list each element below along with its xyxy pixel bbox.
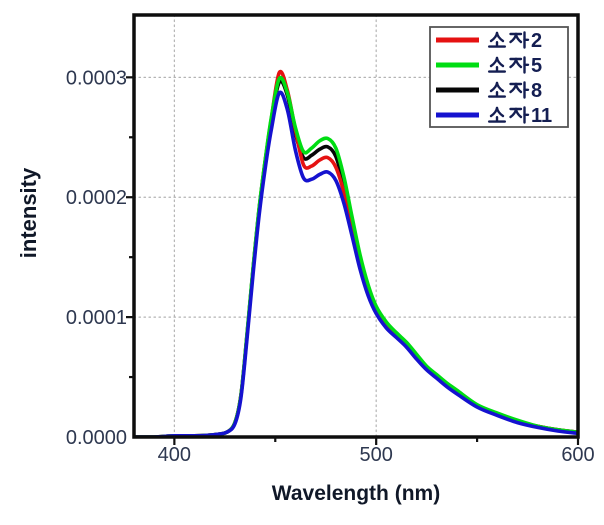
y-axis-title: intensity [16, 167, 41, 258]
legend-label-number: 11 [531, 105, 552, 127]
y-tick-label: 0.0002 [66, 187, 127, 209]
x-tick-label: 400 [158, 444, 191, 466]
legend-label-number: 8 [531, 80, 542, 102]
legend-hangul-glyph [488, 81, 506, 98]
series-layer [134, 69, 578, 437]
legend-hangul-glyph [509, 106, 530, 124]
tick-layer [126, 76, 580, 445]
legend-label-number: 5 [531, 55, 542, 77]
legend-item-2: 2 [436, 30, 542, 52]
y-tick-label: 0.0001 [66, 307, 127, 329]
y-tick-label: 0.0003 [66, 67, 127, 89]
x-tick-label: 500 [359, 444, 392, 466]
x-axis-title: Wavelength (nm) [272, 482, 440, 505]
legend-hangul-glyph [509, 56, 530, 74]
x-tick-label: 600 [561, 444, 594, 466]
plot-frame [132, 13, 580, 439]
legend-hangul-glyph [488, 31, 506, 48]
legend-item-5: 5 [436, 55, 542, 77]
tick-label-layer: 400 500 600 0.0000 0.0001 0.0002 0.0003 [66, 67, 595, 466]
legend-hangul-glyph [488, 56, 506, 73]
legend-hangul-glyph [509, 31, 530, 49]
curve-11 [134, 90, 578, 437]
legend-hangul-glyph [488, 106, 506, 123]
legend-item-11: 11 [436, 105, 552, 127]
y-tick-label: 0.0000 [66, 427, 127, 449]
legend-item-8: 8 [436, 80, 542, 102]
legend-label-number: 2 [531, 30, 542, 52]
legend: 2 5 8 11 [429, 26, 569, 128]
legend-hangul-glyph [509, 81, 530, 99]
